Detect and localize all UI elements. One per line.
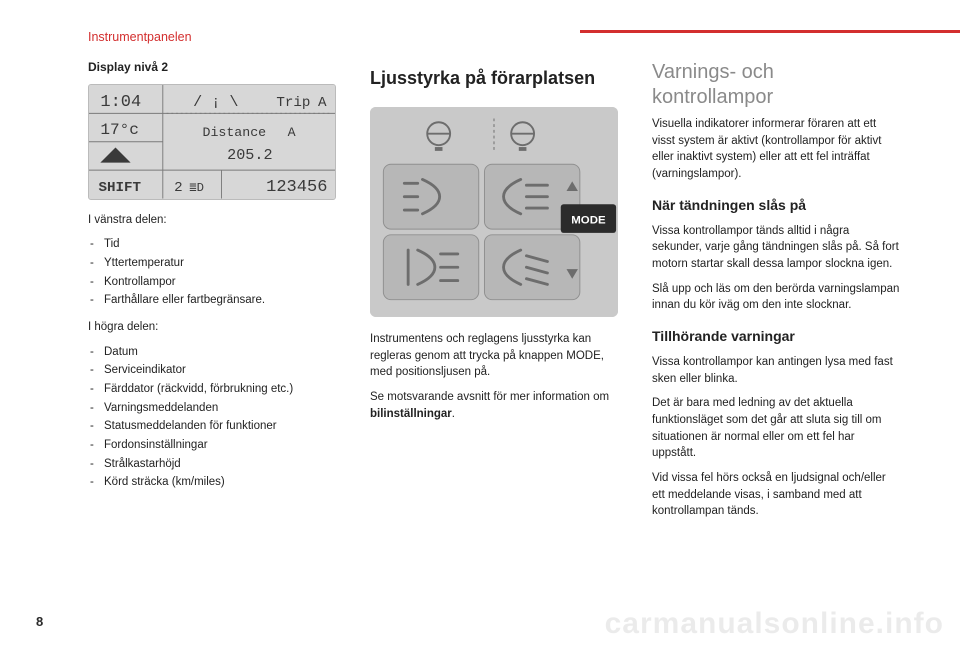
left-section-list: Tid Yttertemperatur Kontrollampor Farthå… <box>88 236 336 309</box>
page-number: 8 <box>36 614 43 629</box>
warning-lamps-heading: Varnings- och kontrollampor <box>652 60 900 110</box>
associated-warnings-subheading: Tillhörande varningar <box>652 328 900 344</box>
list-item: Yttertemperatur <box>88 255 336 272</box>
list-item: Strålkastarhöjd <box>88 456 336 473</box>
list-item: Kontrollampor <box>88 274 336 291</box>
display-level2-figure: 1:04 17°c SHIFT / ¡ \ Trip A Distance A … <box>88 84 336 200</box>
content-columns: Display nivå 2 1:0 <box>88 60 900 528</box>
display-distance-label: Distance <box>203 125 267 140</box>
manual-page: Instrumentpanelen Display nivå 2 <box>0 0 960 649</box>
ignition-on-subheading: När tändningen slås på <box>652 197 900 213</box>
brightness-para2: Se motsvarande avsnitt för mer informati… <box>370 389 618 422</box>
display-trip-letter: A <box>318 95 327 111</box>
associated-warnings-p3: Vid vissa fel hörs också en ljudsignal o… <box>652 470 900 520</box>
list-item: Varningsmeddelanden <box>88 400 336 417</box>
column-left: Display nivå 2 1:0 <box>88 60 336 528</box>
display-trip-label: Trip <box>276 95 310 111</box>
warning-lamps-intro: Visuella indikatorer informerar föraren … <box>652 116 900 183</box>
brightness-panel-svg: MODE <box>370 107 618 317</box>
display-distance-letter: A <box>288 125 296 140</box>
list-item: Fordonsinställningar <box>88 437 336 454</box>
list-item: Färddator (räckvidd, förbrukning etc.) <box>88 381 336 398</box>
display-level-heading: Display nivå 2 <box>88 60 336 74</box>
list-item: Datum <box>88 344 336 361</box>
header-rule <box>580 30 960 33</box>
display-clock: 1:04 <box>100 93 141 112</box>
list-item: Tid <box>88 236 336 253</box>
left-section-intro: I vänstra delen: <box>88 212 336 229</box>
ignition-on-p2: Slå upp och läs om den berörda varningsl… <box>652 281 900 314</box>
right-section-list: Datum Serviceindikator Färddator (räckvi… <box>88 344 336 491</box>
brightness-heading: Ljusstyrka på förarplatsen <box>370 68 618 89</box>
brightness-panel-figure: MODE <box>370 107 618 317</box>
column-right: Varnings- och kontrollampor Visuella ind… <box>652 60 900 528</box>
watermark: carmanualsonline.info <box>605 607 944 641</box>
list-item: Körd sträcka (km/miles) <box>88 474 336 491</box>
associated-warnings-p1: Vissa kontrollampor kan antingen lysa me… <box>652 354 900 387</box>
right-section-intro: I högra delen: <box>88 319 336 336</box>
column-middle: Ljusstyrka på förarplatsen <box>370 60 618 528</box>
mode-button-label: MODE <box>571 214 606 226</box>
display-level2-svg: 1:04 17°c SHIFT / ¡ \ Trip A Distance A … <box>89 85 335 199</box>
display-gear: 2 <box>174 180 183 196</box>
list-item: Farthållare eller fartbegränsare. <box>88 292 336 309</box>
lane-icon: / ¡ \ <box>193 93 238 111</box>
display-distance-value: 205.2 <box>227 146 272 164</box>
brightness-para2-c: . <box>452 408 455 420</box>
brightness-para2-a: Se motsvarande avsnitt för mer informati… <box>370 391 609 403</box>
display-odometer: 123456 <box>266 178 327 197</box>
display-shift-label: SHIFT <box>98 180 141 196</box>
display-temp: 17°c <box>100 121 139 139</box>
headlight-icon: ≣D <box>189 181 204 195</box>
list-item: Serviceindikator <box>88 362 336 379</box>
brightness-para1: Instrumentens och reglagens ljusstyrka k… <box>370 331 618 381</box>
brightness-para2-b: bilinställningar <box>370 408 452 420</box>
associated-warnings-p2: Det är bara med ledning av det aktuella … <box>652 395 900 462</box>
ignition-on-p1: Vissa kontrollampor tänds alltid i några… <box>652 223 900 273</box>
list-item: Statusmeddelanden för funktioner <box>88 418 336 435</box>
